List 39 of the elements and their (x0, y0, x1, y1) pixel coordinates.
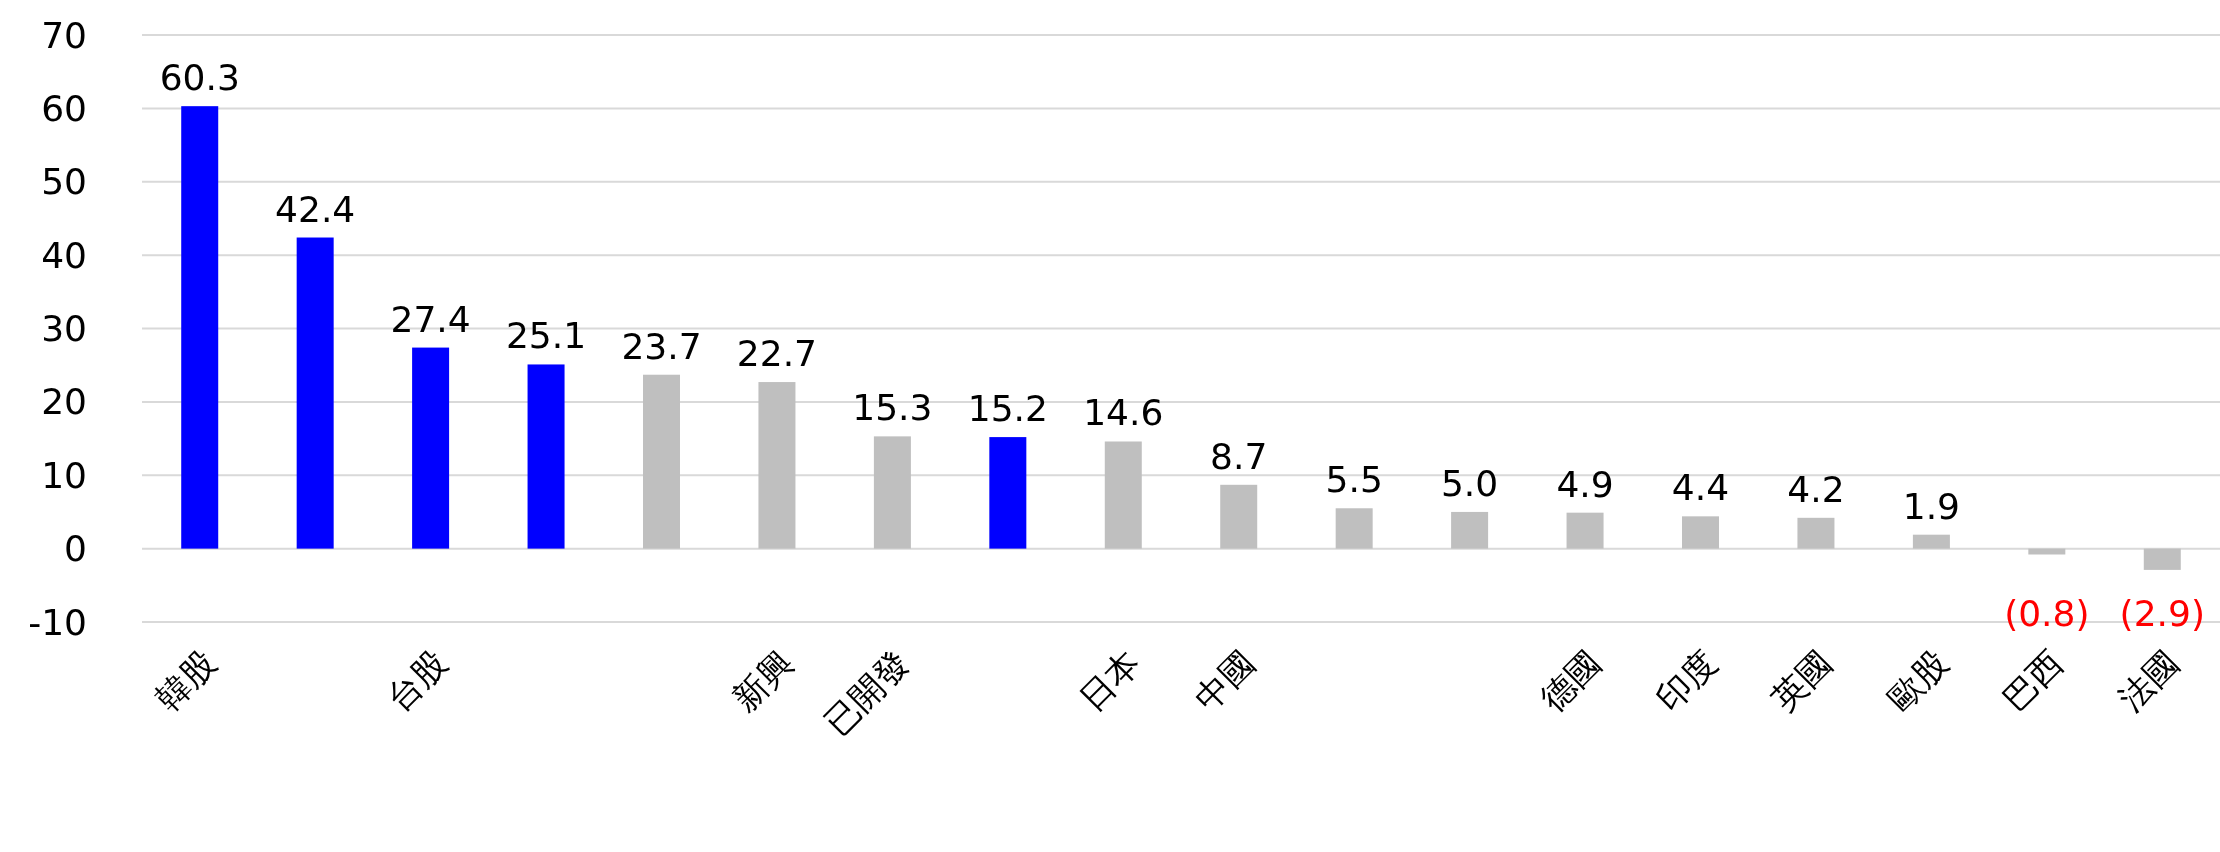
y-tick-label: 20 (41, 381, 87, 423)
data-label: 1.9 (1902, 485, 1961, 527)
data-label: 4.4 (1671, 467, 1730, 509)
data-label: 15.3 (852, 387, 933, 429)
data-label: 8.7 (1210, 435, 1268, 477)
x-tick-label: 中國 (1186, 641, 1263, 719)
x-tick-label: 日本 (1071, 641, 1148, 719)
data-label: 27.4 (390, 298, 471, 340)
data-label: 4.2 (1787, 468, 1845, 510)
x-tick-label: 韓股 (147, 641, 224, 719)
data-label: 5.5 (1325, 459, 1383, 501)
data-label: 25.1 (505, 315, 587, 357)
y-tick-label: 30 (41, 308, 87, 349)
y-tick-label: -10 (28, 601, 87, 643)
y-tick-label: 70 (41, 14, 87, 56)
x-tick-label: 歐股 (1879, 641, 1956, 719)
x-tick-label: 巴西 (1994, 641, 2071, 719)
x-tick-label: 已開發 (816, 641, 917, 743)
data-label: (2.9) (2119, 593, 2205, 634)
y-tick-label: 40 (41, 234, 87, 276)
data-label: 4.9 (1556, 463, 1614, 505)
data-label: 22.7 (736, 333, 818, 375)
y-tick-label: 50 (41, 161, 87, 203)
y-tick-label: 60 (41, 87, 87, 129)
data-label: (0.8) (2004, 593, 2090, 634)
data-label: 23.7 (621, 325, 702, 367)
x-tick-label: 法國 (2110, 641, 2187, 719)
x-tick-label: 英國 (1763, 641, 1841, 719)
data-label: 60.3 (159, 57, 240, 99)
x-tick-label: 德國 (1532, 641, 1610, 719)
y-tick-label: 10 (41, 454, 87, 496)
data-label: 5.0 (1440, 462, 1499, 504)
data-label: 42.4 (275, 188, 356, 230)
y-tick-label: 0 (64, 528, 87, 570)
x-tick-label: 新興 (724, 641, 802, 719)
data-label: 15.2 (967, 388, 1048, 430)
x-tick-label: 印度 (1648, 641, 1725, 719)
x-tick-label: 台股 (378, 641, 455, 719)
data-label: 14.6 (1083, 392, 1164, 434)
